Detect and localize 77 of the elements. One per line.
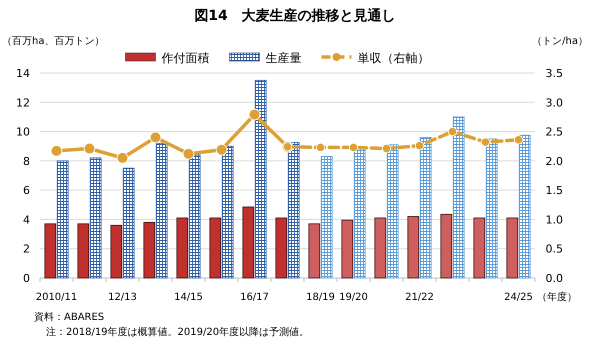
text: 注：2018/19年度は概算値。2019/20年度以降は予測値。 (46, 326, 310, 338)
bar (420, 137, 432, 278)
y-tick-label: 14 (16, 67, 30, 80)
point (248, 108, 260, 120)
bar (56, 160, 69, 278)
point (50, 145, 62, 157)
x-tick-label: 14/15 (174, 292, 203, 303)
y-axis-title: （百万ha、百万トン） (2, 36, 104, 47)
chart-title: 図14 大麦生産の推移と見通し (194, 7, 396, 24)
bar (354, 148, 366, 278)
bar (374, 218, 386, 278)
bar (77, 223, 90, 278)
bar (209, 218, 222, 278)
bar (188, 154, 201, 278)
point (480, 138, 490, 147)
bar (407, 216, 420, 278)
bar (320, 156, 333, 278)
x-tick-label: 24/25 (504, 292, 533, 303)
y2-axis-title: （トン/ha） (532, 36, 588, 47)
point (448, 126, 458, 136)
bar (156, 142, 168, 278)
point (182, 148, 194, 160)
x-tick-label: 2010/11 (36, 292, 78, 303)
bar (288, 142, 300, 278)
bar (386, 144, 399, 278)
y2-tick-label: 2.5 (546, 126, 563, 139)
bar (254, 80, 267, 278)
y-tick-label: 12 (16, 96, 30, 110)
y-tick-label: 10 (16, 126, 30, 139)
point (348, 142, 358, 152)
series-label: 生産量 (266, 51, 302, 65)
bar (341, 220, 354, 278)
bar (275, 218, 288, 278)
bar (518, 134, 531, 278)
bar (90, 158, 102, 278)
bar (440, 214, 452, 278)
y-tick-label: 8 (23, 154, 30, 168)
point (382, 144, 392, 154)
bar (222, 146, 234, 278)
y2-tick-label: 0.5 (546, 242, 563, 256)
point (514, 135, 524, 144)
y2-tick-label: 0.0 (546, 272, 563, 285)
bar (506, 218, 518, 278)
x-tick-label: 18/19 (306, 292, 335, 303)
point (84, 142, 96, 154)
point (216, 144, 228, 156)
x-tick-label: 16/17 (240, 292, 269, 303)
bar (122, 168, 135, 278)
y-tick-label: 0 (23, 272, 30, 285)
y2-tick-label: 1.5 (546, 184, 563, 198)
x-tick-label: 19/20 (339, 292, 368, 303)
y2-tick-label: 3.5 (546, 67, 563, 80)
bar (44, 223, 56, 278)
y-tick-label: 4 (23, 213, 30, 226)
bar (452, 116, 465, 278)
bar (110, 224, 122, 278)
x-tick-label: 12/13 (108, 292, 137, 303)
point (414, 141, 424, 150)
bar (486, 138, 498, 278)
y2-tick-label: 1.0 (546, 213, 563, 226)
y-tick-label: 2 (23, 242, 30, 256)
y2-tick-label: 2.0 (546, 154, 563, 168)
bar (308, 223, 320, 278)
y2-tick-label: 3.0 (546, 96, 563, 110)
bar (176, 218, 188, 278)
text: 資料：ABARES (34, 311, 104, 323)
x-tick-label: 21/22 (405, 292, 434, 303)
bar (242, 206, 254, 278)
bar (143, 222, 156, 278)
legend-label: 作付面積 (160, 51, 210, 65)
y-tick-label: 6 (23, 184, 30, 198)
point (150, 132, 162, 144)
legend-label: 単収（右軸） (358, 51, 430, 65)
x-axis-title: （年度） (537, 291, 577, 303)
point (316, 142, 326, 152)
bar (473, 218, 486, 278)
point (116, 152, 128, 164)
